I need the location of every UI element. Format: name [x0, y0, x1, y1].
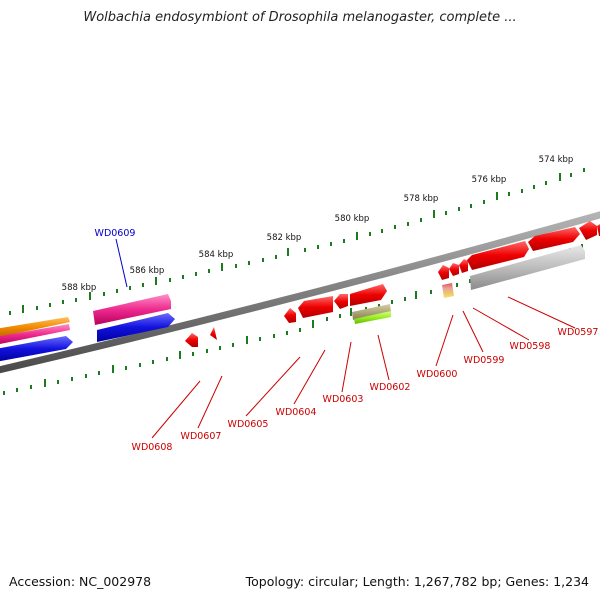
left-features	[0, 317, 73, 362]
scale-label-584: 584 kbp	[199, 250, 234, 260]
gene-wd0598-red[interactable]	[528, 227, 580, 251]
gene-label-wd0599[interactable]: WD0599	[464, 355, 505, 366]
wd0609-features	[93, 294, 175, 342]
leader-line-wd0599	[462, 310, 484, 353]
gene-red-small-3[interactable]	[459, 259, 468, 273]
gene-wd0597-red-right[interactable]	[597, 221, 600, 236]
pink-feature-wd0609[interactable]	[93, 294, 171, 325]
leader-line-wd0600	[435, 314, 454, 367]
gene-label-wd0604[interactable]: WD0604	[276, 407, 317, 418]
leader-line-wd0604	[293, 349, 326, 405]
leader-line-wd0598	[472, 307, 530, 341]
gene-wd0608[interactable]	[185, 333, 198, 347]
scale-label-576: 576 kbp	[472, 175, 507, 185]
gene-label-wd0608[interactable]: WD0608	[132, 442, 173, 453]
genome-backbone	[0, 211, 600, 374]
right-gene-cluster	[438, 221, 600, 298]
leader-line-wd0609	[115, 238, 128, 288]
gene-label-wd0597[interactable]: WD0597	[558, 327, 599, 338]
scale-label-588: 588 kbp	[62, 283, 97, 293]
topology-summary: Topology: circular; Length: 1,267,782 bp…	[245, 574, 589, 589]
accession-text: Accession: NC_002978	[9, 574, 152, 589]
gene-label-wd0598[interactable]: WD0598	[510, 341, 551, 352]
middle-gene-cluster	[284, 284, 391, 324]
scale-label-580: 580 kbp	[335, 214, 370, 224]
gene-wd0597-red[interactable]	[579, 221, 597, 240]
outer-scale-ticks	[9, 168, 585, 315]
blue-feature-left	[0, 336, 73, 362]
gene-wd0600-striped[interactable]	[442, 283, 454, 298]
gene-red-small-2[interactable]	[449, 263, 459, 276]
outer-scale-ruler: 574 kbp 576 kbp 578 kbp 580 kbp 582 kbp …	[9, 155, 585, 315]
leader-line-wd0597	[507, 296, 576, 329]
gene-label-wd0600[interactable]: WD0600	[417, 369, 458, 380]
leader-line-wd0608	[151, 380, 201, 439]
scale-label-582: 582 kbp	[267, 233, 302, 243]
orange-feature	[0, 317, 70, 337]
gene-label-wd0605[interactable]: WD0605	[228, 419, 269, 430]
gene-wd0602-red[interactable]	[350, 284, 387, 306]
blue-feature-wd0609[interactable]	[97, 313, 175, 342]
scale-label-574: 574 kbp	[539, 155, 574, 165]
leader-line-wd0602	[377, 334, 390, 381]
map-title: Wolbachia endosymbiont of Drosophila mel…	[83, 10, 517, 25]
gene-label-wd0602[interactable]: WD0602	[370, 382, 411, 393]
gene-wd0605[interactable]	[284, 308, 296, 323]
scale-label-586: 586 kbp	[130, 266, 165, 276]
grey-feature[interactable]	[470, 245, 585, 290]
gene-wd0607[interactable]	[210, 327, 217, 340]
gene-wd0604[interactable]	[298, 296, 333, 318]
outer-scale-labels: 574 kbp 576 kbp 578 kbp 580 kbp 582 kbp …	[62, 155, 574, 293]
leader-line-wd0607	[197, 375, 223, 429]
inner-small-genes	[185, 327, 217, 347]
gene-label-wd0607[interactable]: WD0607	[181, 431, 222, 442]
gene-wd0603[interactable]	[334, 294, 348, 309]
leader-line-wd0603	[341, 341, 352, 393]
gene-labels: WD0609 WD0608 WD0607 WD0605 WD0604 WD060…	[95, 228, 599, 453]
gene-label-wd0609[interactable]: WD0609	[95, 228, 136, 239]
scale-label-578: 578 kbp	[404, 194, 439, 204]
gene-wd0602-olive[interactable]	[352, 304, 391, 320]
pink-feature-left	[0, 324, 70, 344]
leader-lines	[115, 238, 576, 439]
gene-wd0602-lime[interactable]	[354, 311, 391, 324]
leader-line-wd0605	[245, 356, 301, 417]
gene-wd0599-red[interactable]	[467, 241, 529, 270]
gene-label-wd0603[interactable]: WD0603	[323, 394, 364, 405]
gene-red-small-1[interactable]	[438, 265, 449, 280]
